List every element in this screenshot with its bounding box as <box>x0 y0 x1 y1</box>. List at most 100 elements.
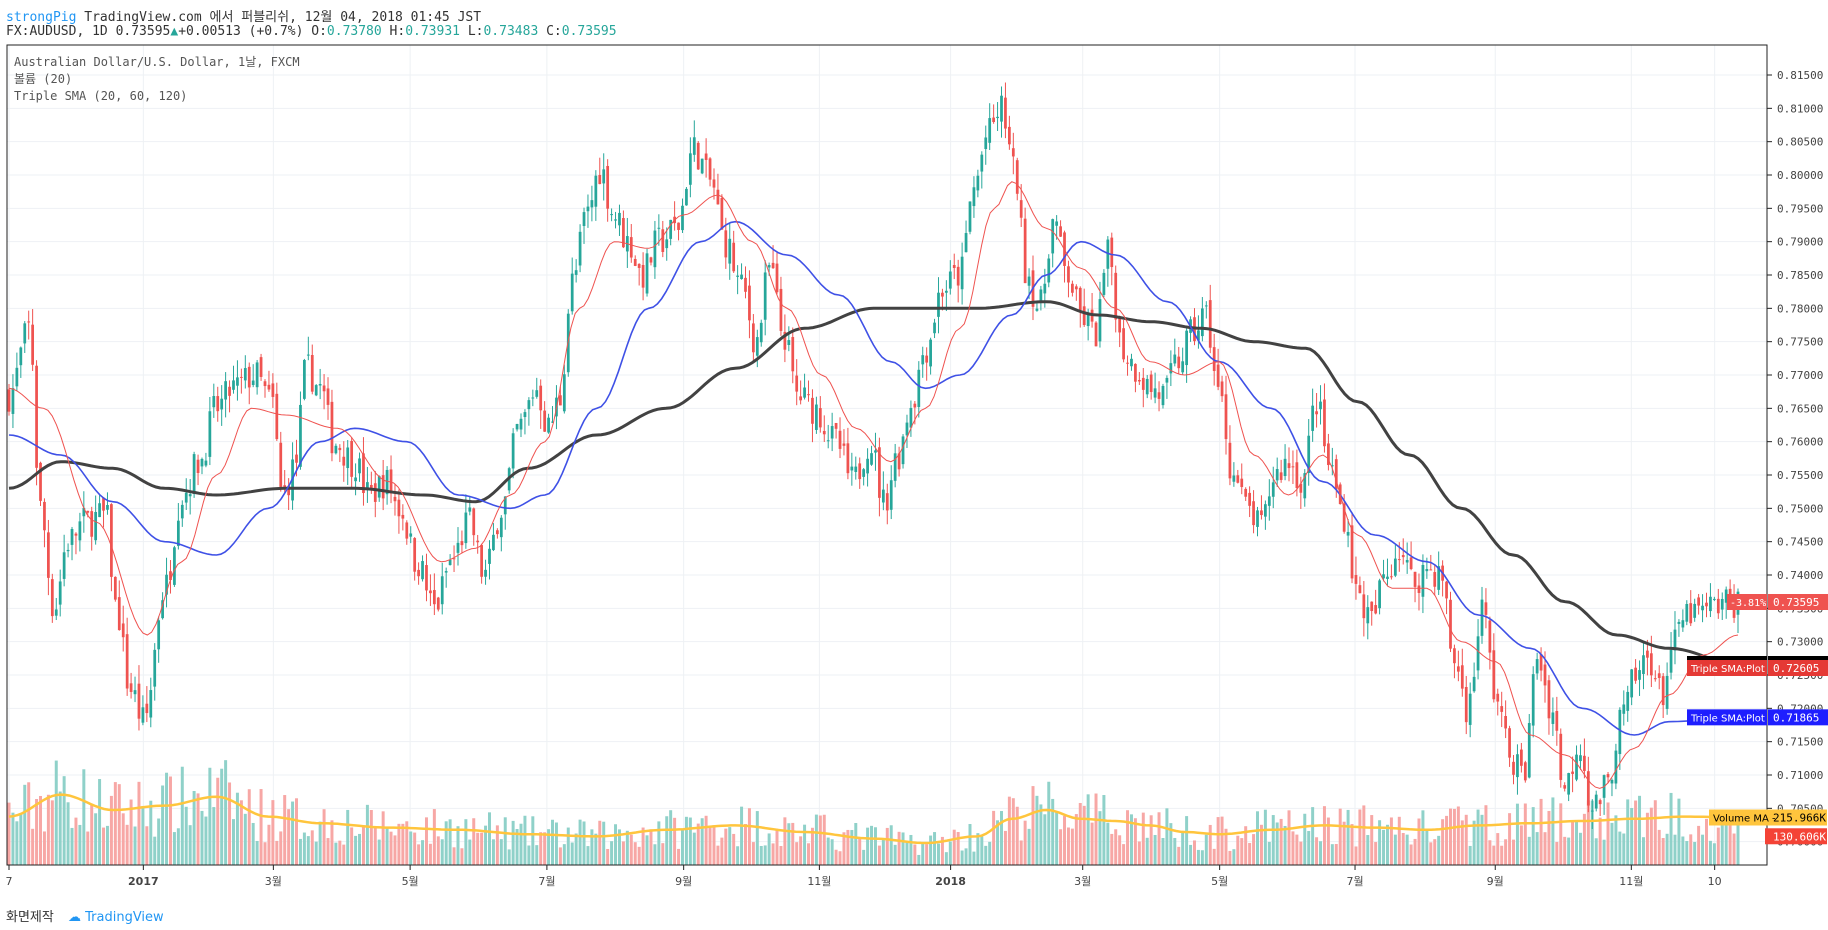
low-label: L: <box>467 24 484 39</box>
candle-body <box>50 579 54 617</box>
volume-bar <box>535 845 539 865</box>
candle-body <box>421 561 424 580</box>
candle-body <box>188 494 192 497</box>
candle-body <box>830 426 834 439</box>
volume-bar <box>787 823 791 865</box>
volume-bar <box>133 826 137 865</box>
volume-bar <box>590 829 594 865</box>
candle-body <box>1464 686 1468 723</box>
candle-body <box>511 433 515 469</box>
sma120-line <box>8 300 1739 666</box>
price-tick-label: 0.74000 <box>1777 569 1823 582</box>
price-tick-label: 0.75500 <box>1777 469 1823 482</box>
tradingview-logo[interactable]: ☁ TradingView <box>68 910 164 925</box>
volume-bar <box>1472 820 1476 865</box>
candle-body <box>314 385 318 396</box>
volume-bar <box>1508 813 1512 865</box>
candle-body <box>212 396 216 408</box>
candle-body <box>405 522 409 539</box>
candle-body <box>1008 126 1011 145</box>
candle-body <box>1567 773 1571 795</box>
volume-bar <box>1452 808 1456 865</box>
volume-bar <box>90 803 94 865</box>
candle-body <box>279 442 283 487</box>
time-tick-label: 10 <box>1708 875 1722 888</box>
candle-body <box>1067 266 1070 283</box>
candle-body <box>665 239 669 249</box>
volume-bar <box>1279 818 1283 865</box>
candle-body <box>933 322 936 334</box>
time-tick-label: 11월 <box>807 875 831 888</box>
candle-body <box>1000 95 1003 122</box>
candle-body <box>86 510 90 513</box>
candle-body <box>685 188 688 206</box>
volume-bar <box>1598 817 1602 865</box>
price-tick-label: 0.74500 <box>1777 536 1823 549</box>
volume-bar <box>862 849 866 865</box>
volume-bar <box>716 845 720 865</box>
volume-bar <box>1283 825 1287 865</box>
candle-body <box>326 388 330 405</box>
volume-bar <box>54 760 58 865</box>
volume-bar <box>413 832 417 865</box>
candle-body <box>562 374 566 412</box>
candle-body <box>1169 363 1173 374</box>
indicator-lines <box>8 181 1739 845</box>
candle-body <box>1354 575 1358 584</box>
candle-body <box>527 400 531 410</box>
volume-bar <box>263 842 267 865</box>
volume-bar <box>1539 798 1543 865</box>
volume-bar <box>310 830 314 865</box>
volume-bar <box>1051 798 1055 865</box>
volume-bar <box>1366 835 1370 865</box>
volume-bar <box>440 839 444 865</box>
candle-body <box>389 469 393 494</box>
candle-body <box>641 264 645 288</box>
candle-body <box>1661 676 1665 706</box>
candle-body <box>287 485 291 496</box>
volume-bar <box>866 827 870 865</box>
candle-body <box>834 422 838 429</box>
price-tick-label: 0.79500 <box>1777 202 1823 215</box>
volume-bar <box>992 810 996 865</box>
price-tags: 0.73595-3.81%0.72665Triple SMA:Plot0.726… <box>1687 594 1828 845</box>
volume-bar <box>1094 793 1098 865</box>
volume-bar <box>1074 814 1078 865</box>
candle-body <box>334 445 338 454</box>
candle-body <box>1433 572 1437 587</box>
author-link[interactable]: strongPig <box>6 10 77 25</box>
volume-bar <box>724 828 728 865</box>
volume-bar <box>1582 813 1586 865</box>
volume-bar <box>401 823 405 865</box>
volume-bar <box>1421 810 1425 865</box>
volume-bar <box>243 813 247 865</box>
candle-body <box>484 569 487 577</box>
candle-body <box>1480 599 1484 636</box>
volume-bar <box>358 833 362 865</box>
candle-body <box>1472 676 1476 692</box>
volume-bar <box>1350 824 1354 865</box>
volume-bar <box>46 794 50 865</box>
candle-body <box>1653 678 1657 680</box>
candle-body <box>543 410 547 432</box>
plot-frame <box>6 44 1768 866</box>
candle-body <box>413 538 417 572</box>
candle-body <box>224 381 227 400</box>
candle-body <box>1712 598 1716 600</box>
price-tick-label: 0.78500 <box>1777 269 1823 282</box>
candle-body <box>401 514 405 519</box>
candle-body <box>196 459 200 474</box>
candle-body <box>1346 531 1350 536</box>
volume-bar <box>854 823 858 865</box>
volume-bar <box>298 838 302 865</box>
volume-bar <box>933 832 937 865</box>
pct-tag-value: -3.81% <box>1730 598 1766 609</box>
candle-body <box>547 417 550 433</box>
volume-bar <box>818 815 822 865</box>
candle-body <box>117 597 121 631</box>
volume-bar <box>720 837 724 865</box>
volume-bar <box>1382 829 1386 865</box>
candle-body <box>881 489 885 503</box>
change-up-icon: ▲ <box>170 24 179 39</box>
